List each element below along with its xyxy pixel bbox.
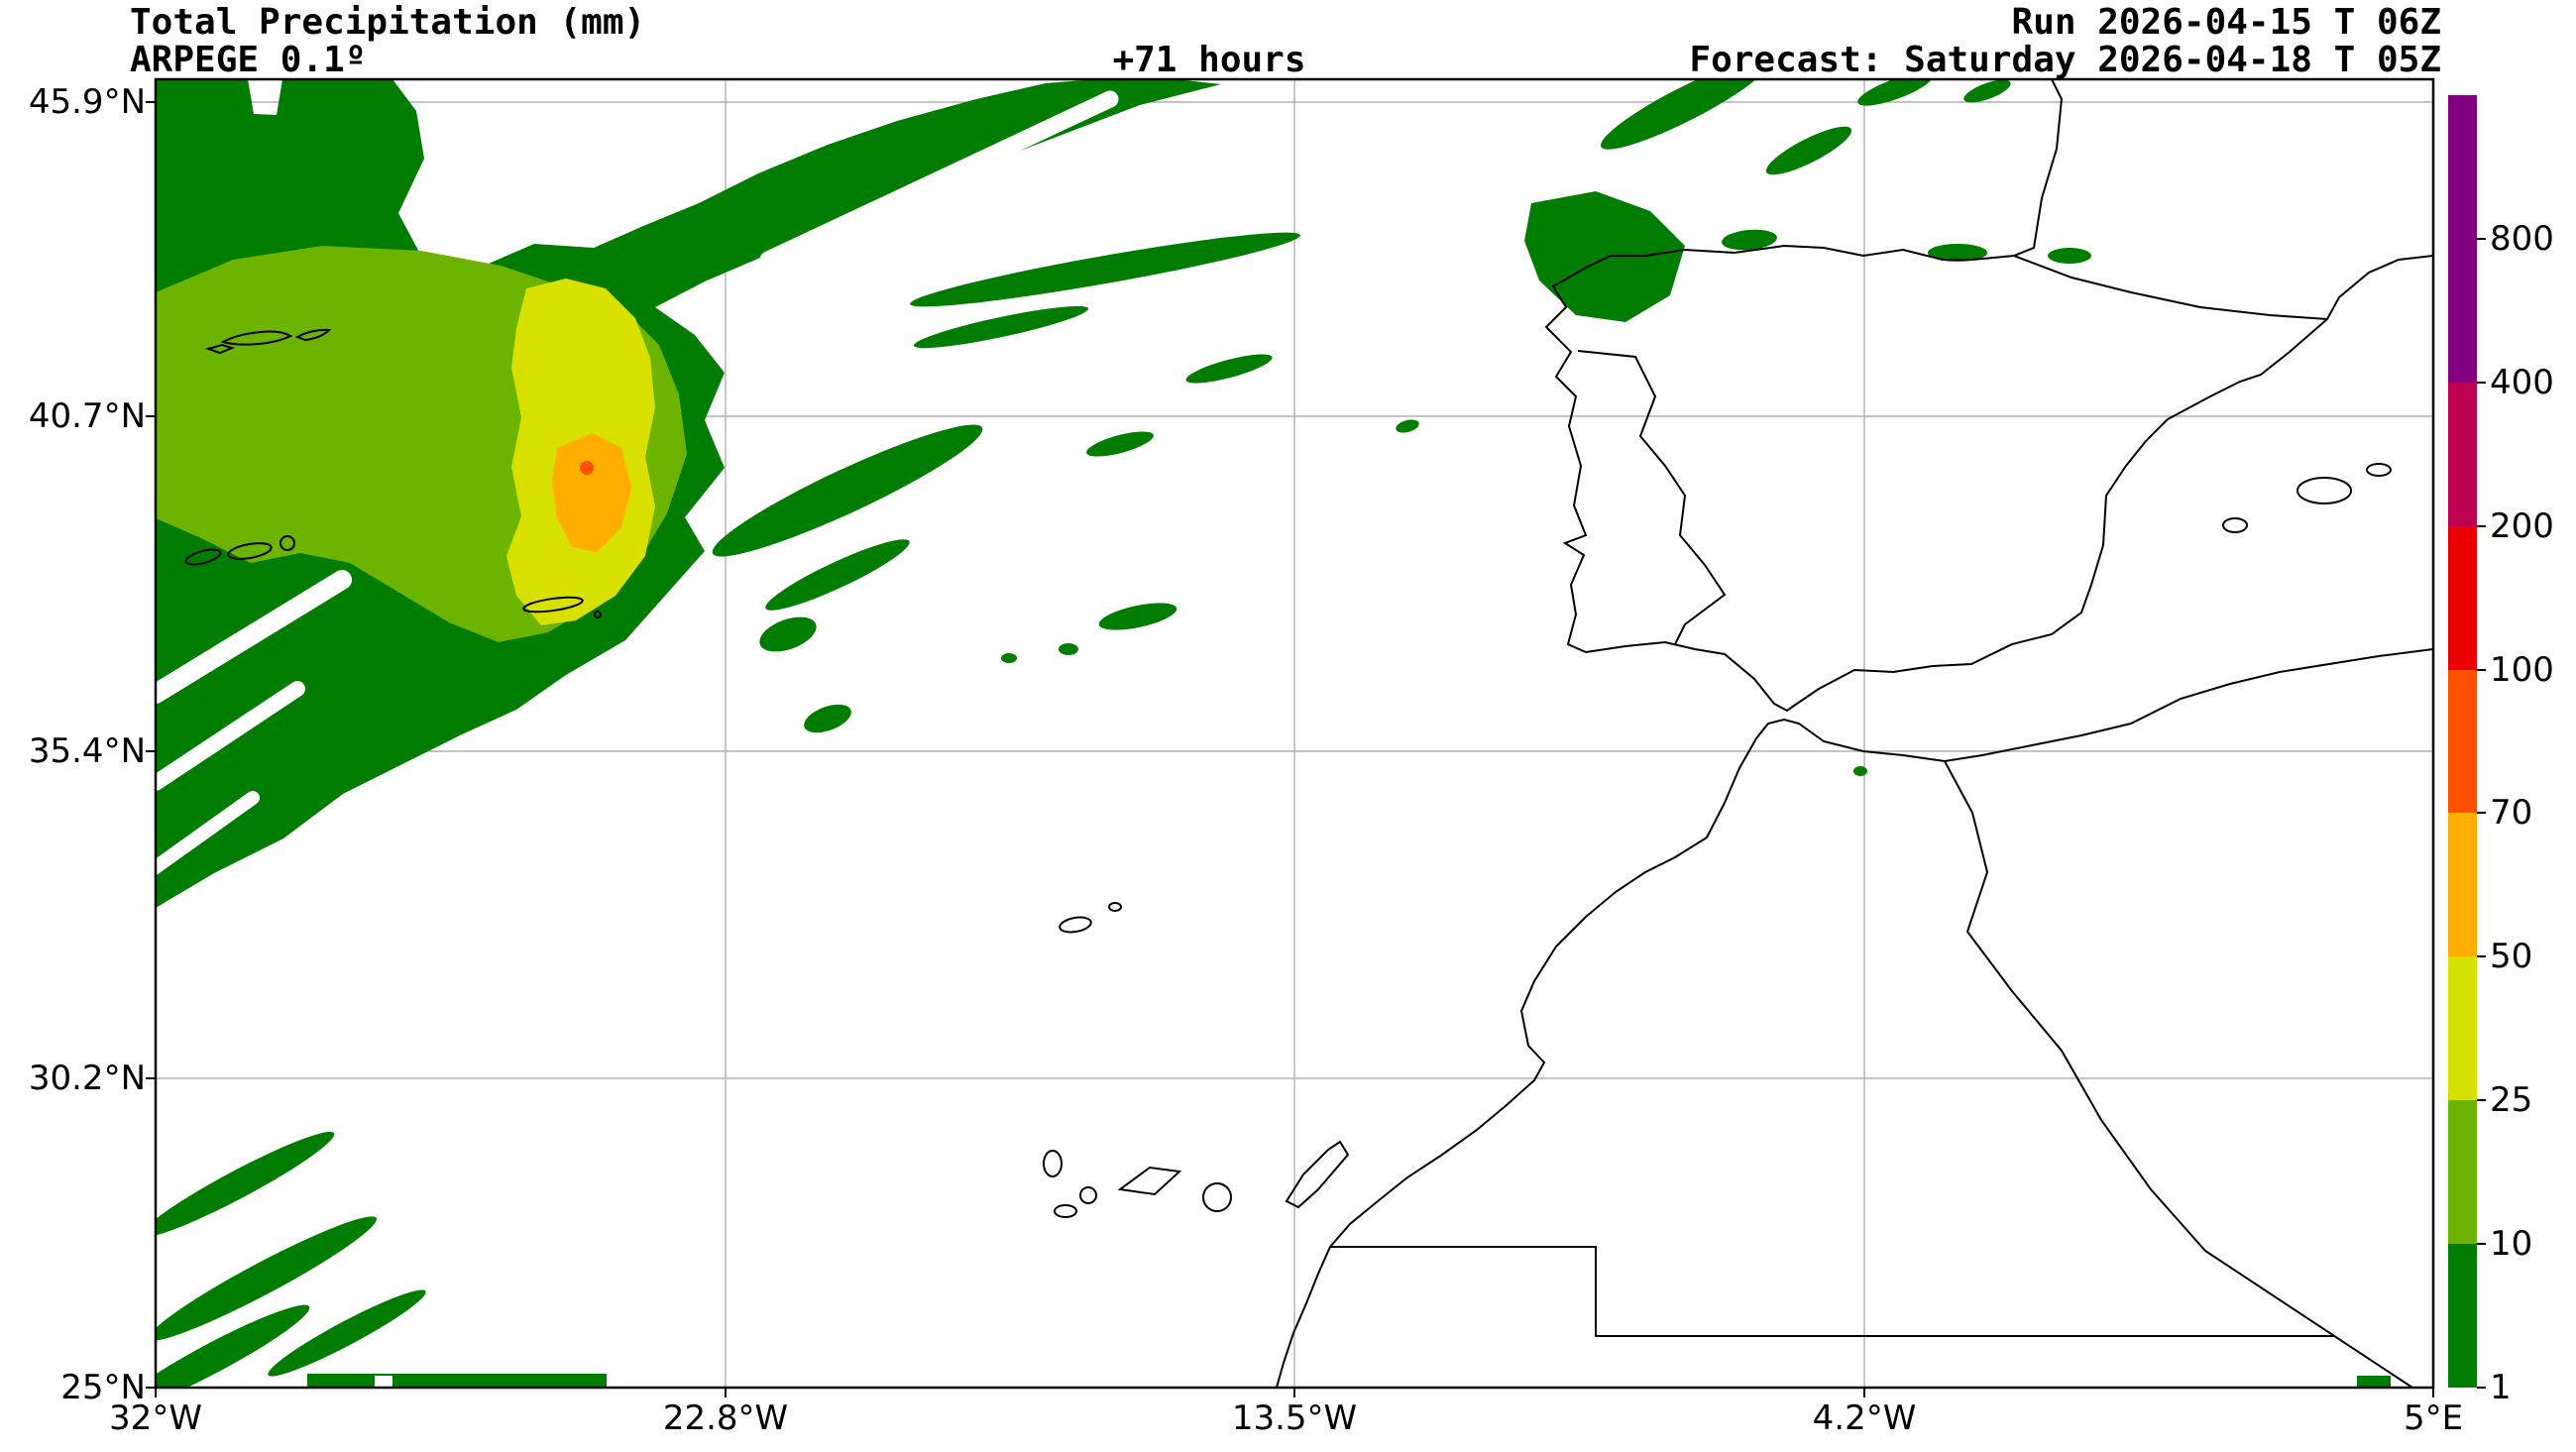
precip-galicia: [1524, 191, 1685, 322]
balearic-menorca: [2366, 463, 2392, 477]
colorbar-seg-25-50: [2448, 956, 2477, 1100]
colorbar-seg-70-100: [2448, 670, 2477, 813]
axis-ticks: [146, 101, 2434, 1397]
azores-faial-pico: [184, 548, 222, 566]
canary-la-gomera: [1079, 1186, 1097, 1204]
canary-tenerife: [1117, 1166, 1182, 1196]
cb-label-100: 100: [2490, 650, 2554, 690]
cb-label-10: 10: [2490, 1224, 2533, 1264]
colorbar-seg-100-200: [2448, 526, 2477, 670]
colorbar-seg-1-10: [2448, 1244, 2477, 1388]
coast-north-africa: [1276, 648, 2433, 1388]
lead-time-label: +71 hours: [1112, 40, 1306, 80]
forecast-label: Forecast: Saturday 2026-04-18 T 05Z: [1689, 40, 2441, 80]
cb-label-800: 800: [2490, 219, 2554, 259]
x-tick-4-2w: 4.2°W: [1812, 1398, 1917, 1438]
colorbar-seg-400-800: [2448, 239, 2477, 383]
border-pyrenees: [2013, 255, 2328, 320]
coastlines: [1043, 79, 2433, 1388]
canary-lanzarote-fuerteventura: [1285, 1140, 1350, 1209]
azores-sao-jorge: [227, 542, 273, 560]
model-label: ARPEGE 0.1º: [130, 40, 367, 80]
cb-label-200: 200: [2490, 506, 2554, 546]
precip-50-70mm: [552, 433, 631, 552]
border-morocco-algeria: [1944, 760, 2206, 1252]
border-algeria-mauritania: [2204, 1250, 2413, 1388]
x-tick-13-5w: 13.5°W: [1231, 1398, 1358, 1438]
colorbar: [2448, 95, 2486, 1389]
canary-gran-canaria: [1202, 1182, 1232, 1212]
azores-sao-miguel: [522, 596, 584, 614]
balearic-mallorca: [2296, 477, 2352, 504]
coast-iberia-france: [1544, 79, 2433, 713]
precip-1-10mm: [156, 79, 2391, 1388]
cb-label-400: 400: [2490, 363, 2554, 402]
canary-el-hierro: [1054, 1204, 1077, 1218]
border-western-sahara: [1330, 1246, 2334, 1337]
run-label: Run 2026-04-15 T 06Z: [2011, 2, 2441, 43]
colorbar-seg-50-70: [2448, 813, 2477, 956]
x-tick-22-8w: 22.8°W: [662, 1398, 789, 1438]
contour-dash: [204, 343, 235, 355]
colorbar-seg-200-400: [2448, 383, 2477, 526]
cb-label-25: 25: [2490, 1080, 2533, 1120]
azores-santa-maria: [594, 611, 602, 618]
contour-squiggle-2: [294, 328, 332, 342]
contour-squiggle: [220, 330, 293, 346]
madeira: [1059, 916, 1092, 934]
y-tick-25n: 25°N: [60, 1368, 146, 1407]
island-and-contour-outlines: [120, 289, 602, 618]
colorbar-seg-10-25: [2448, 1100, 2477, 1244]
porto-santo: [1108, 902, 1122, 912]
contour-ring: [120, 289, 132, 301]
colorbar-seg-800plus: [2448, 95, 2477, 239]
page-title: Total Precipitation (mm): [130, 2, 646, 43]
y-tick-35-4n: 35.4°N: [28, 731, 146, 771]
colorbar-ticks: [2477, 238, 2486, 1389]
precip-70-100mm: [580, 461, 594, 475]
y-tick-40-7n: 40.7°N: [28, 396, 146, 436]
cb-label-50: 50: [2490, 937, 2533, 976]
border-portugal-spain: [1577, 350, 1727, 645]
canary-la-palma: [1043, 1150, 1063, 1177]
x-tick-5e: 5°E: [2403, 1398, 2464, 1438]
y-tick-45-9n: 45.9°N: [28, 82, 146, 122]
dry-slots: [156, 90, 1119, 1388]
balearic-ibiza: [2222, 517, 2248, 533]
cb-label-1: 1: [2490, 1368, 2512, 1407]
x-tick-32w: 32°W: [109, 1398, 202, 1438]
graticule: [156, 79, 2433, 1388]
y-tick-30-2n: 30.2°N: [28, 1059, 146, 1098]
cb-label-70: 70: [2490, 793, 2533, 833]
azores-terceira: [280, 535, 295, 551]
